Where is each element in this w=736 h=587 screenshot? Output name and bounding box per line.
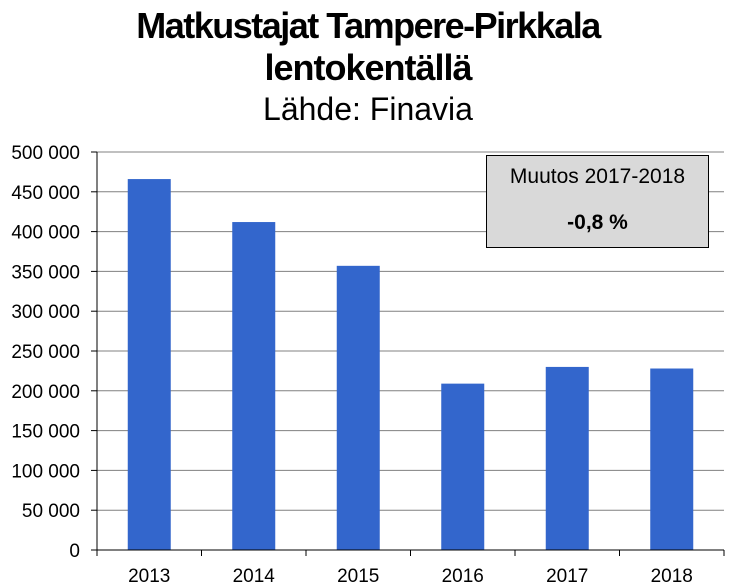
y-tick-label: 300 000: [11, 302, 80, 323]
y-tick-label: 250 000: [11, 342, 80, 363]
bar: [336, 265, 380, 550]
bar: [127, 179, 171, 550]
y-tick-label: 200 000: [11, 382, 80, 403]
bar: [441, 383, 485, 550]
x-tick-label: 2013: [128, 566, 170, 587]
y-tick-label: 450 000: [11, 183, 80, 204]
change-annotation-label: Muutos 2017-2018: [509, 165, 686, 188]
x-tick-label: 2015: [337, 566, 379, 587]
y-tick-label: 500 000: [11, 143, 80, 164]
x-tick-label: 2018: [651, 566, 693, 587]
bar: [545, 366, 589, 550]
y-tick-label: 400 000: [11, 223, 80, 244]
x-tick-label: 2014: [233, 566, 276, 587]
bars: [127, 179, 694, 550]
change-annotation-box: Muutos 2017-2018 -0,8 %: [486, 155, 709, 248]
y-tick-label: 0: [69, 541, 80, 562]
y-tick-label: 100 000: [11, 461, 80, 482]
bar: [232, 222, 276, 550]
y-tick-labels: 0 50 000 100 000 150 000 200 000 250 000 300 0…: [11, 143, 80, 562]
chart-subtitle: Lähde: Finavia: [263, 91, 473, 127]
chart-title-line-2: lentokentällä: [264, 47, 472, 88]
chart-title-line-1: Matkustajat Tampere-Pirkkala: [136, 5, 601, 46]
y-tick-label: 50 000: [22, 501, 80, 522]
axes: [91, 151, 725, 556]
bar: [650, 368, 694, 550]
gridlines: [97, 151, 724, 511]
y-tick-label: 150 000: [11, 422, 80, 443]
change-annotation-value: -0,8 %: [567, 211, 628, 234]
x-tick-label: 2017: [546, 566, 588, 587]
x-tick-labels: 2013 2014 2015 2016 2017 2018: [128, 566, 693, 587]
x-tick-label: 2016: [442, 566, 484, 587]
y-tick-label: 350 000: [11, 262, 80, 283]
